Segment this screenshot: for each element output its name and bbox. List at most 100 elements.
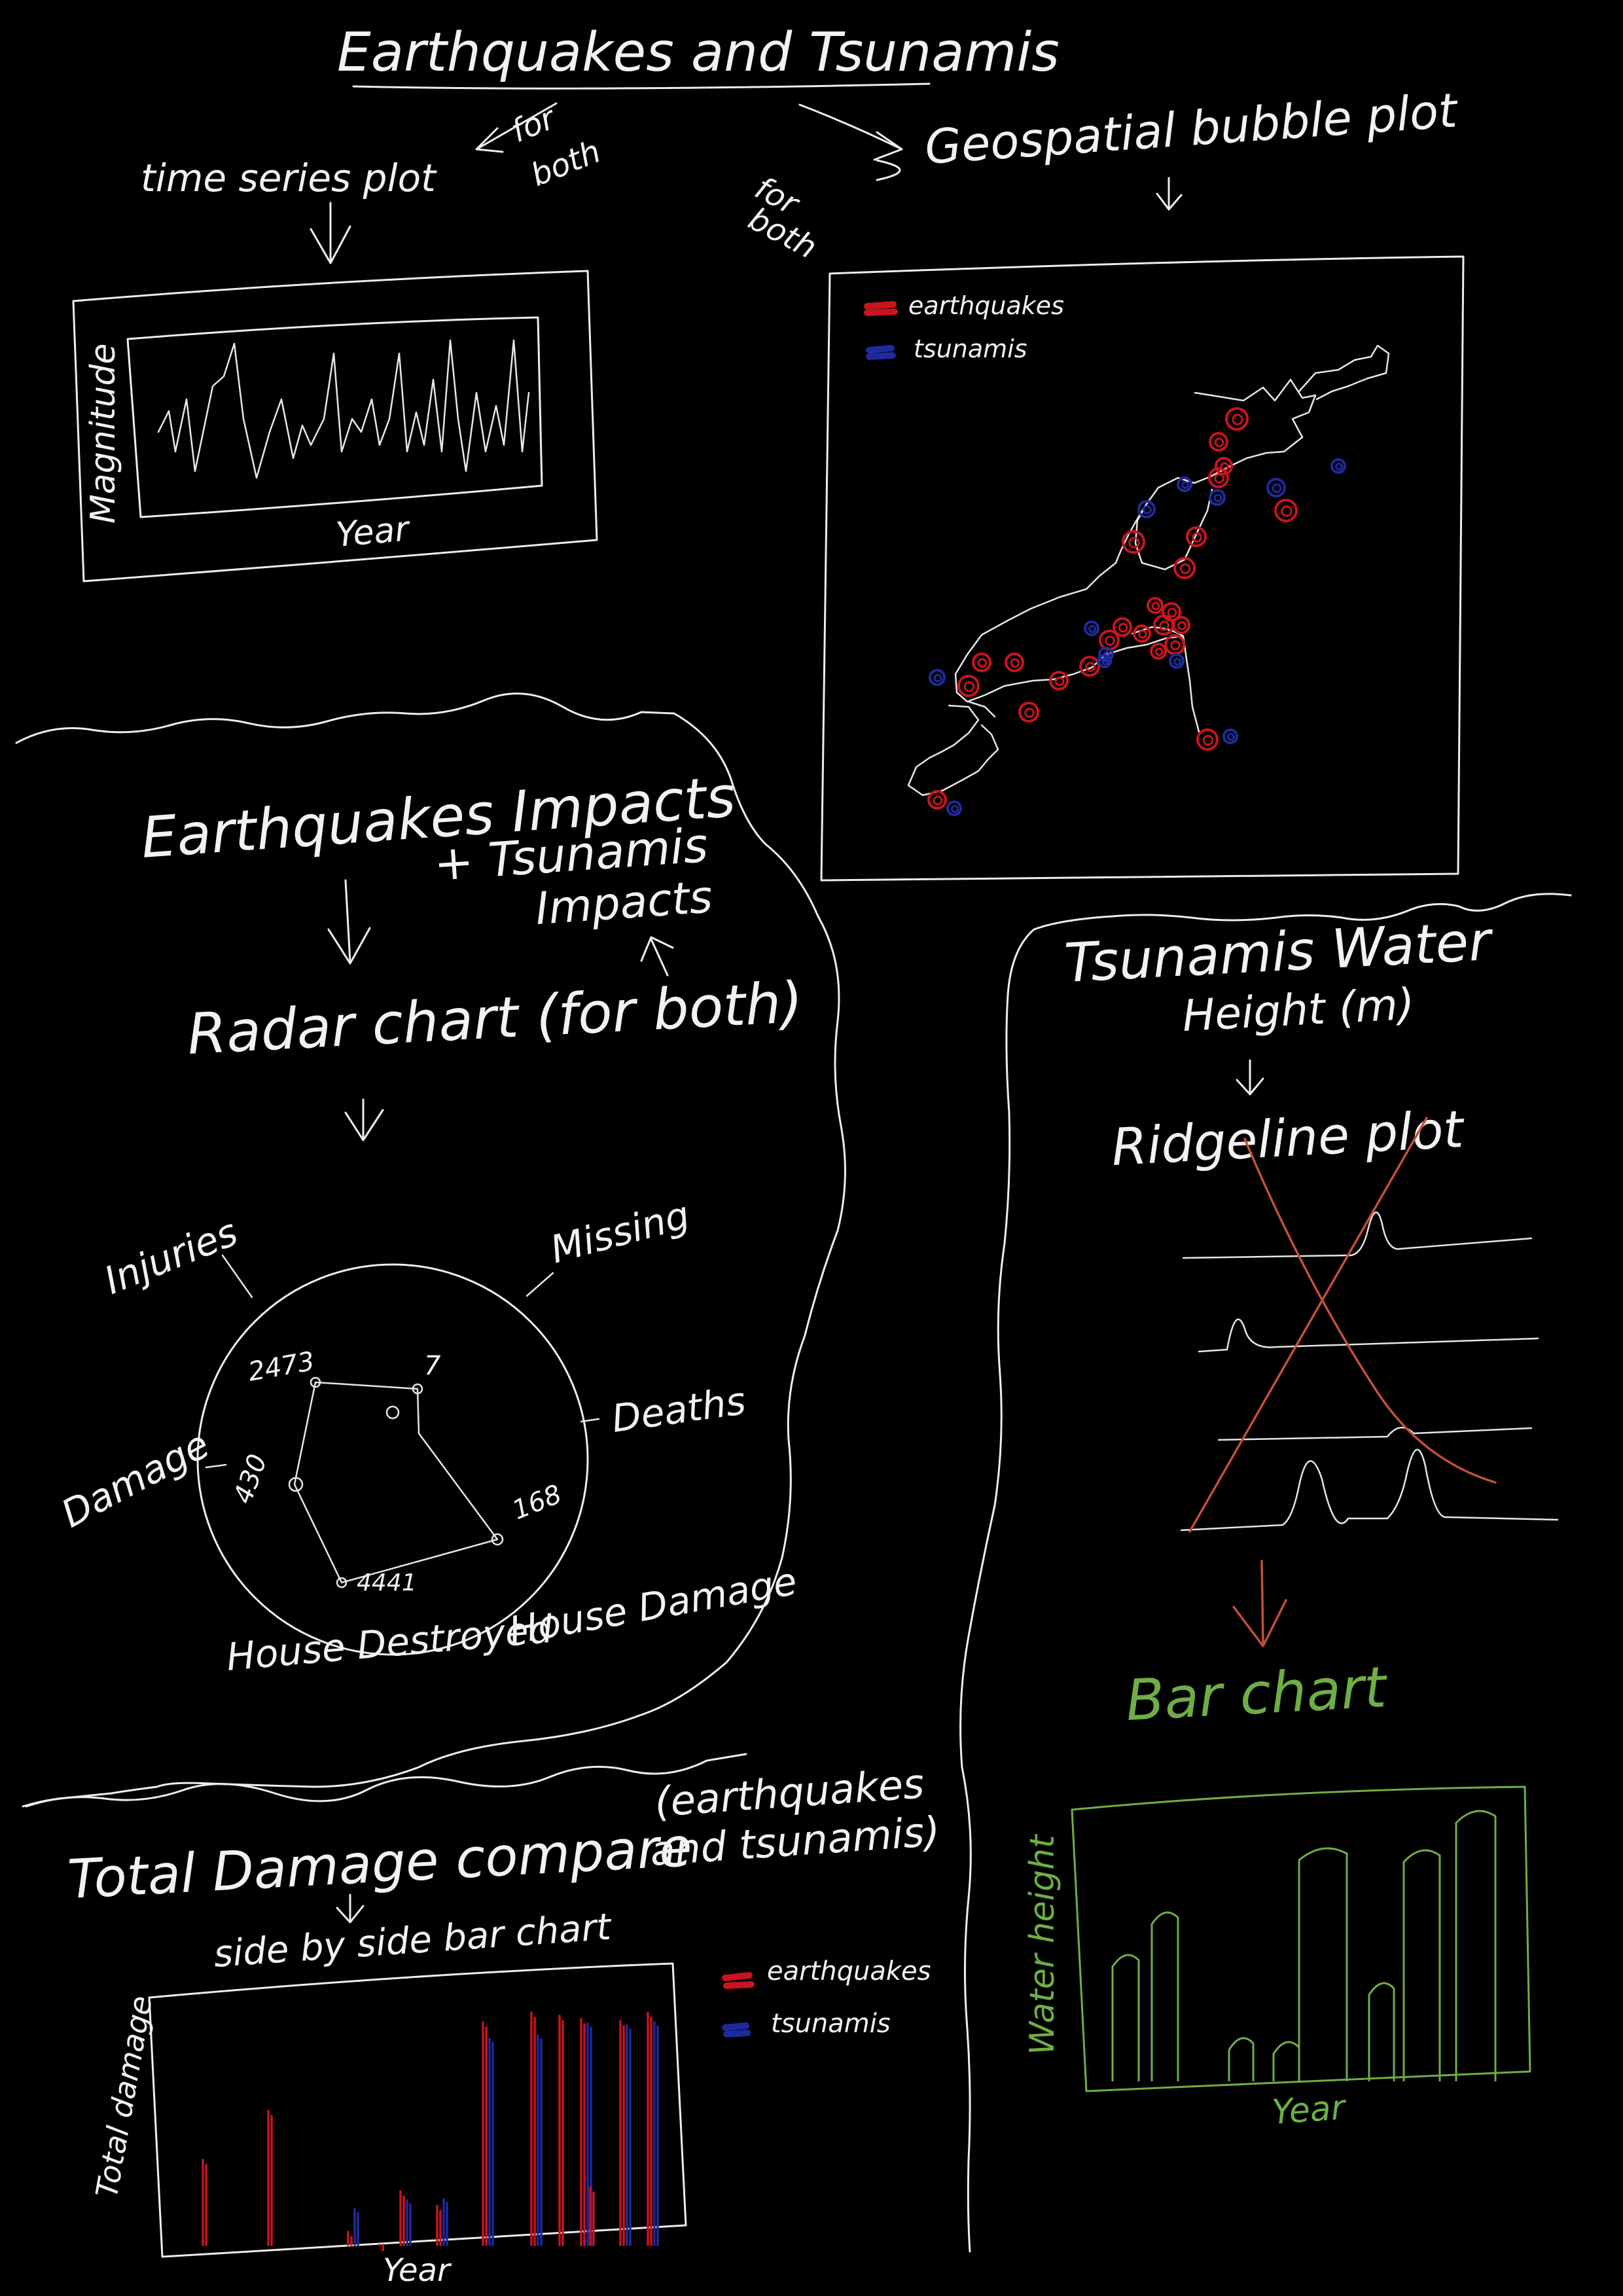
side-by-side-chart-name: side by side bar chart <box>212 1906 613 1976</box>
geospatial-sketch: earthquakes tsunamis <box>820 255 1465 882</box>
bubble-inner-ring <box>1181 481 1189 489</box>
bubble-inner-ring <box>1105 636 1115 646</box>
earthquake-bubble <box>972 653 991 672</box>
earthquake-bubble <box>1274 499 1298 522</box>
japan-honshu-south-outline <box>954 503 1200 733</box>
earthquake-bubble <box>927 790 947 810</box>
bubble-inner-ring <box>1227 733 1235 741</box>
inner-frame <box>126 316 543 518</box>
time-series-heading: time series plot <box>141 156 437 200</box>
earthquake-damage-bar <box>347 2231 353 2246</box>
tsunami-bubble <box>946 800 962 816</box>
bubble-inner-ring <box>1154 647 1164 656</box>
legend-swatch-tsunami <box>722 2022 751 2037</box>
radar-axis-deaths: Deaths <box>609 1378 748 1441</box>
earthquake-bubble <box>957 675 980 697</box>
earthquake-damage-bar <box>436 2204 442 2246</box>
ridge-1 <box>1182 1211 1533 1259</box>
legend-swatch-earthquake <box>864 301 898 316</box>
arrow-down-icon <box>1236 1059 1264 1096</box>
radar-axis-injuries: Injuries <box>98 1210 244 1303</box>
bubble-inner-ring <box>1010 658 1020 668</box>
bubble-inner-ring <box>1214 437 1224 448</box>
earthquake-bubble <box>1150 643 1167 660</box>
axis-tick-damage <box>205 1463 227 1469</box>
japan-hokkaido-outline <box>1298 344 1390 401</box>
radar-value-missing: 7 <box>424 1351 441 1381</box>
earthquake-bubble <box>1153 615 1174 636</box>
bubble-inner-ring <box>1159 620 1169 631</box>
earthquake-bubble <box>1099 630 1120 651</box>
arrow-down-icon <box>310 202 351 264</box>
radar-value-damage: 430 <box>228 1450 273 1507</box>
tsunami-damage-bar <box>537 2034 543 2246</box>
legend-label-tsunami: tsunamis <box>914 334 1027 363</box>
bubble-inner-ring <box>1202 734 1214 746</box>
bubble-layer <box>927 407 1346 816</box>
earthquake-bubble <box>1186 526 1207 547</box>
earthquake-damage-bar <box>647 2011 652 2246</box>
side-by-side-sketch: Total damage Year <box>89 1962 687 2289</box>
water-height-bars <box>1111 1810 1497 2081</box>
strike-through-line <box>1188 1117 1428 1533</box>
time-series-sketch: Magnitude Year <box>72 270 598 583</box>
bubble-inner-ring <box>1214 473 1224 484</box>
tsunami-bubble <box>1222 728 1238 744</box>
earthquake-damage-bar <box>202 2159 207 2246</box>
earthquake-damage-bar <box>619 2020 625 2246</box>
bubble-inner-ring <box>1151 601 1160 611</box>
arrow-icon <box>798 103 903 161</box>
arrow-icon <box>475 102 558 153</box>
tsunami-damage-bar <box>406 2199 412 2246</box>
earthquake-damage-bar <box>267 2109 273 2246</box>
radar-point <box>310 1376 321 1388</box>
bubble-inner-ring <box>1192 532 1202 543</box>
water-height-bar <box>1272 2041 1300 2081</box>
impacts-line3: Impacts <box>534 871 714 935</box>
radar-point <box>336 1577 348 1588</box>
magnitude-line <box>157 339 530 479</box>
tsunami-bubble <box>1169 653 1185 669</box>
damage-bars <box>202 2011 659 2251</box>
x-axis-label: Year <box>334 509 413 555</box>
legend-label-earthquake: earthquakes <box>767 1956 931 1986</box>
bubble-inner-ring <box>1024 708 1035 718</box>
radar-value-house-destroyed: 4441 <box>357 1570 417 1596</box>
top-left-note-line1: for <box>507 99 562 150</box>
tsunami-damage-bar <box>488 2037 494 2246</box>
tsunami-damage-bar <box>442 2198 448 2246</box>
bubble-inner-ring <box>1272 483 1282 493</box>
arrow-down-icon <box>327 879 371 965</box>
ridgeline-chart-name: Ridgeline plot <box>1110 1100 1466 1177</box>
bubble-inner-ring <box>1281 505 1293 517</box>
earthquake-bubble <box>1164 634 1185 655</box>
legend-label-earthquake: earthquakes <box>908 291 1064 320</box>
axis-tick-missing <box>526 1272 554 1297</box>
bubble-inner-ring <box>1138 630 1147 639</box>
earthquake-damage-bar <box>378 2244 384 2251</box>
radar-value-house-damage: 168 <box>508 1479 566 1526</box>
bubble-inner-ring <box>1213 493 1222 503</box>
bubble-inner-ring <box>1088 625 1096 633</box>
radar-point <box>385 1405 400 1420</box>
bubble-inner-ring <box>1143 505 1152 514</box>
tsunami-bubble <box>1097 654 1112 668</box>
earthquake-bubble <box>1196 728 1219 751</box>
divider-bottom <box>25 1753 747 1808</box>
map-legend: earthquakes tsunamis <box>864 291 1064 363</box>
earthquake-bubble <box>1147 597 1164 614</box>
water-height-bar <box>1368 1982 1395 2081</box>
ridgeline-sketch <box>1180 1117 1559 1533</box>
tsunami-bubble <box>1084 620 1099 636</box>
arrow-down-icon <box>1156 177 1183 211</box>
ridge-4 <box>1180 1448 1559 1532</box>
radar-point <box>491 1533 504 1546</box>
tsunami-bubble <box>929 669 946 686</box>
arrow-down-icon <box>336 1893 365 1924</box>
legend-label-tsunami: tsunamis <box>771 2009 891 2039</box>
tsunami-bubble <box>1177 476 1192 492</box>
water-height-bar <box>1150 1911 1179 2081</box>
side-by-side-legend: earthquakes tsunamis <box>722 1956 931 2039</box>
radar-axis-damage: Damage <box>54 1422 217 1536</box>
